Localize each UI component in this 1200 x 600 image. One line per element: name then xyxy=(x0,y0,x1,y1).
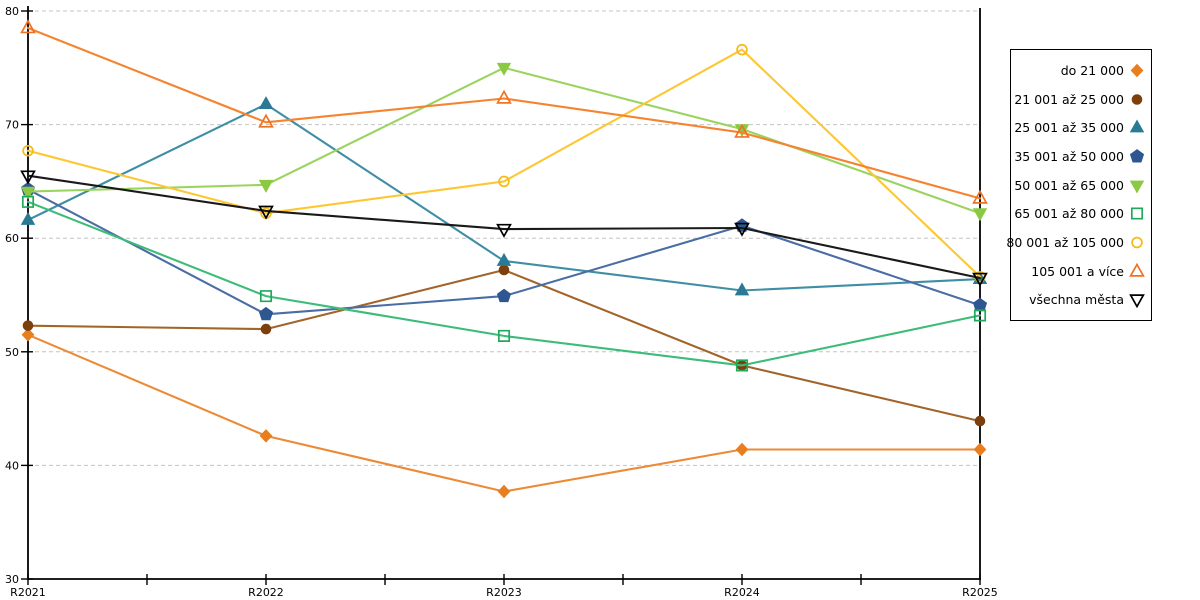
triangle-up-marker-icon xyxy=(734,282,750,296)
series-line-5 xyxy=(26,200,982,367)
legend-item-5: 65 001 až 80 000 xyxy=(1014,199,1146,228)
legend-item-3: 35 001 až 50 000 xyxy=(1014,142,1146,171)
triangle-down-marker-icon xyxy=(1129,180,1145,194)
square-marker-icon xyxy=(21,195,35,208)
triangle-up-marker-icon xyxy=(734,123,750,138)
circle-marker-icon xyxy=(498,175,510,188)
legend-item-7: 105 001 a více xyxy=(1015,257,1146,286)
legend-label: 80 001 až 105 000 xyxy=(1006,234,1124,250)
x-tick-label: R2023 xyxy=(486,586,522,599)
legend-label: do 21 000 xyxy=(1060,62,1124,78)
series-line-8 xyxy=(26,174,982,280)
triangle-down-marker-icon xyxy=(258,179,274,193)
chart-legend: do 21 000 21 001 až 25 000 25 001 až 35 00… xyxy=(1006,49,1152,322)
x-tick-label: R2022 xyxy=(248,586,284,599)
triangle-up-marker-icon xyxy=(258,96,274,110)
triangle-down-marker-icon xyxy=(20,170,36,185)
legend-label: 105 001 a více xyxy=(1031,263,1124,279)
triangle-up-marker-icon xyxy=(496,252,512,266)
triangle-up-marker-icon xyxy=(20,212,36,225)
legend-label: 25 001 až 35 000 xyxy=(1014,120,1124,136)
triangle-down-marker-icon xyxy=(1129,294,1145,309)
y-tick-label: 80 xyxy=(5,5,19,18)
square-marker-icon xyxy=(735,359,749,372)
triangle-down-marker-icon xyxy=(20,186,36,200)
legend-item-0: do 21 000 xyxy=(1015,56,1146,85)
triangle-down-marker-icon xyxy=(734,222,750,237)
circle-marker-icon xyxy=(498,264,510,276)
square-marker-icon xyxy=(973,309,987,322)
triangle-down-marker-icon xyxy=(496,223,512,238)
legend-item-4: 50 001 až 65 000 xyxy=(1014,171,1146,200)
circle-marker-icon xyxy=(736,43,748,56)
series-line-7 xyxy=(26,26,982,200)
legend-marker-icon xyxy=(1131,236,1143,249)
circle-marker-icon xyxy=(1131,236,1143,249)
series-line-6 xyxy=(26,48,982,278)
y-tick-label: 50 xyxy=(5,346,19,359)
legend-label: 21 001 až 25 000 xyxy=(1014,91,1124,107)
y-tick-label: 60 xyxy=(5,232,19,245)
x-tick-label: R2025 xyxy=(962,586,998,599)
legend-label: 35 001 až 50 000 xyxy=(1014,148,1124,164)
triangle-down-marker-icon xyxy=(972,272,988,287)
legend-marker-icon xyxy=(1129,262,1145,277)
triangle-up-marker-icon xyxy=(1129,262,1145,277)
legend-label: všechna města xyxy=(1029,292,1124,308)
triangle-down-marker-icon xyxy=(972,208,988,222)
diamond-marker-icon xyxy=(735,442,749,457)
legend-item-6: 80 001 až 105 000 xyxy=(1006,228,1146,257)
circle-marker-icon xyxy=(22,320,34,331)
diamond-marker-icon xyxy=(21,328,35,342)
diamond-marker-icon xyxy=(497,484,511,499)
diamond-marker-icon xyxy=(1130,63,1144,78)
pentagon-marker-icon xyxy=(496,288,512,303)
triangle-up-marker-icon xyxy=(1129,119,1145,133)
legend-item-2: 25 001 až 35 000 xyxy=(1014,113,1146,142)
legend-marker-icon xyxy=(1130,207,1144,220)
legend-label: 65 001 až 80 000 xyxy=(1014,206,1124,222)
legend-item-1: 21 001 až 25 000 xyxy=(1014,85,1146,114)
x-tick-label: R2024 xyxy=(724,586,760,599)
circle-marker-icon xyxy=(974,415,986,427)
triangle-up-marker-icon xyxy=(972,189,988,204)
triangle-up-marker-icon xyxy=(20,19,36,34)
legend-marker-icon xyxy=(1129,148,1145,163)
legend-marker-icon xyxy=(1131,93,1143,105)
square-marker-icon xyxy=(1130,207,1144,220)
pentagon-marker-icon xyxy=(258,306,274,321)
legend-marker-icon xyxy=(1130,63,1144,78)
circle-marker-icon xyxy=(1131,93,1143,105)
legend-label: 50 001 až 65 000 xyxy=(1014,177,1124,193)
y-tick-label: 30 xyxy=(5,573,19,586)
circle-marker-icon xyxy=(22,144,34,157)
y-tick-label: 40 xyxy=(5,459,19,472)
square-marker-icon xyxy=(259,290,273,303)
triangle-up-marker-icon xyxy=(258,113,274,128)
square-marker-icon xyxy=(497,329,511,342)
legend-marker-icon xyxy=(1129,294,1145,309)
triangle-down-marker-icon xyxy=(496,62,512,76)
circle-marker-icon xyxy=(260,323,272,335)
series-line-0 xyxy=(26,333,982,493)
pentagon-marker-icon xyxy=(1129,148,1145,163)
triangle-up-marker-icon xyxy=(496,89,512,104)
legend-marker-icon xyxy=(1129,180,1145,194)
x-tick-label: R2021 xyxy=(10,586,46,599)
triangle-down-marker-icon xyxy=(258,205,274,220)
legend-marker-icon xyxy=(1129,119,1145,133)
diamond-marker-icon xyxy=(259,429,273,443)
y-tick-label: 70 xyxy=(5,119,19,132)
pentagon-marker-icon xyxy=(972,297,988,312)
diamond-marker-icon xyxy=(973,442,987,457)
legend-item-8: všechna města xyxy=(1015,286,1146,315)
